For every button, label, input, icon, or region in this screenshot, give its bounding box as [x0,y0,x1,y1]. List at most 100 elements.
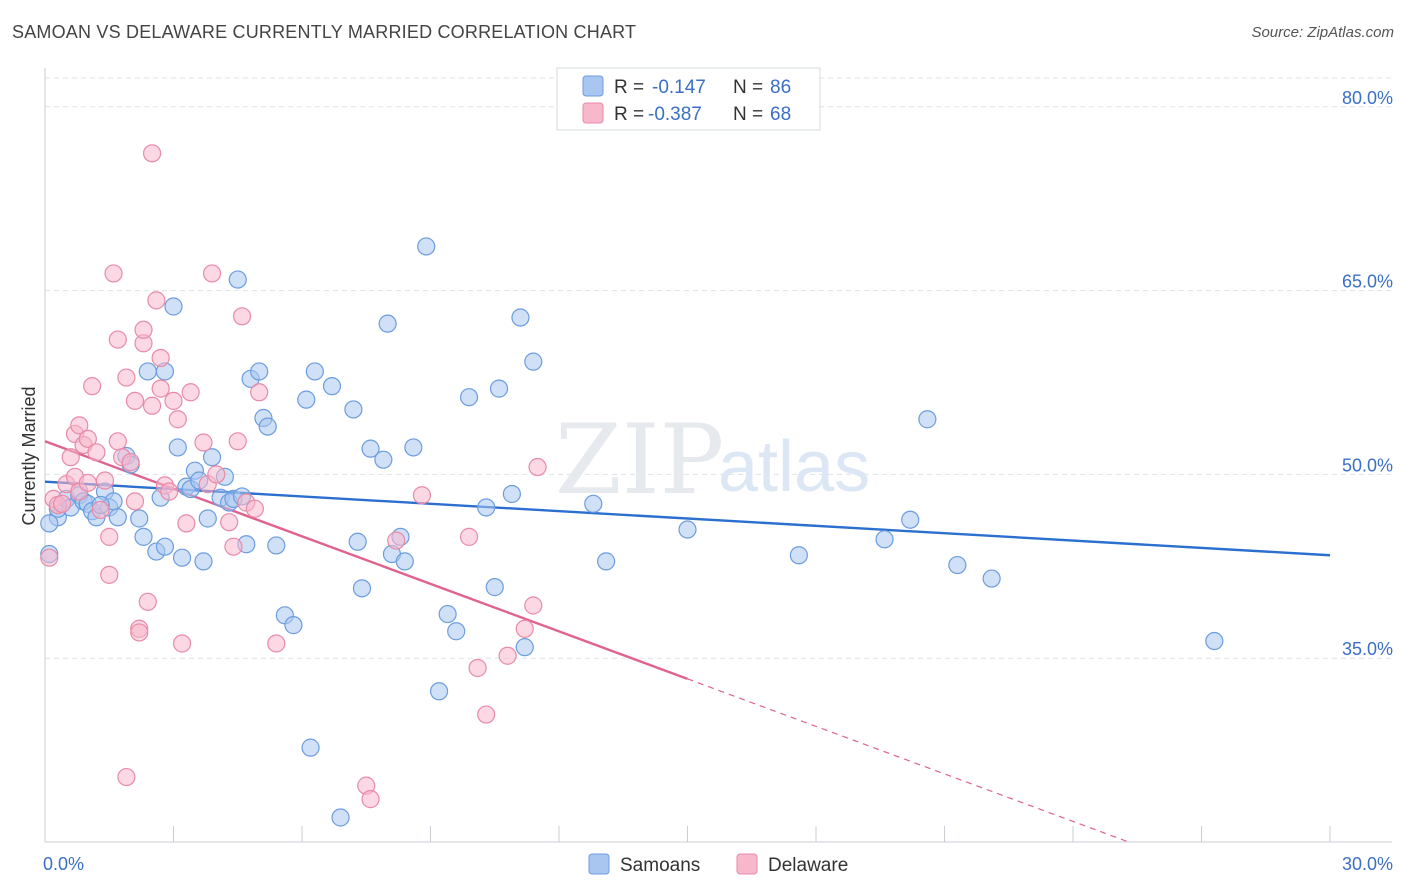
point-samoans-73 [524,352,543,371]
y-axis-label: Currently Married [19,386,39,525]
point-delaware-35 [147,291,166,310]
legend-r-value-samoans: -0.147 [652,77,706,98]
point-samoans-78 [875,530,894,549]
point-delaware-26 [125,492,145,511]
point-delaware-49 [220,513,239,532]
point-delaware-0 [40,548,59,567]
point-delaware-39 [160,482,179,501]
point-delaware-33 [142,396,162,415]
point-samoans-18 [138,362,157,381]
point-samoans-52 [344,400,363,419]
point-samoans-24 [168,438,187,457]
data-points [40,144,1224,827]
point-samoans-23 [164,297,183,316]
point-samoans-47 [297,390,316,409]
point-delaware-21 [108,330,127,349]
point-samoans-81 [948,555,967,575]
point-delaware-48 [207,465,226,484]
point-delaware-3 [53,494,72,513]
point-samoans-83 [1205,631,1224,651]
point-samoans-55 [361,439,380,458]
point-samoans-17 [134,527,153,546]
point-delaware-40 [164,391,183,410]
point-samoans-76 [678,520,697,539]
legend-r-label-samoans: R = [614,77,644,98]
point-delaware-47 [202,264,222,283]
point-samoans-30 [194,552,213,571]
point-delaware-59 [387,531,406,550]
y-tick-label-50: 50.0% [1342,455,1393,475]
point-delaware-16 [95,471,115,490]
point-delaware-60 [412,486,432,505]
point-delaware-24 [117,368,136,387]
point-delaware-29 [130,623,149,642]
point-delaware-12 [78,429,97,448]
point-samoans-61 [404,438,423,457]
point-delaware-13 [83,377,102,396]
trend-line-samoans [44,480,1331,557]
point-delaware-9 [70,416,89,435]
point-samoans-41 [250,362,269,381]
point-delaware-62 [468,658,487,678]
point-delaware-34 [142,144,162,163]
point-samoans-82 [982,569,1001,588]
point-samoans-62 [417,237,436,256]
point-samoans-70 [502,484,521,504]
point-delaware-52 [232,307,252,326]
chart-source: Source: ZipAtlas.com [1251,24,1394,41]
point-samoans-71 [511,308,530,327]
point-delaware-42 [172,634,192,653]
point-delaware-25 [121,453,140,472]
chart-title: SAMOAN VS DELAWARE CURRENTLY MARRIED COR… [12,22,637,42]
point-delaware-37 [151,379,170,398]
series-legend-swatch-samoans [588,853,610,875]
point-samoans-16 [130,509,149,528]
point-samoans-68 [485,578,504,597]
point-delaware-58 [361,790,380,809]
point-samoans-79 [901,510,920,529]
point-samoans-56 [374,450,393,469]
point-samoans-54 [352,579,372,598]
point-delaware-67 [528,457,547,477]
point-samoans-37 [228,270,247,289]
point-samoans-67 [477,498,496,517]
legend-n-value-samoans: 86 [770,77,791,98]
stats-legend: R = -0.147 N = 86 R = -0.387 N = 68 [556,67,821,131]
point-delaware-20 [108,432,127,451]
legend-n-label-samoans: N = [733,77,763,98]
point-samoans-69 [489,379,509,398]
point-delaware-66 [524,596,543,615]
point-samoans-74 [584,494,603,513]
point-samoans-75 [597,552,616,571]
point-samoans-21 [155,537,175,556]
y-tick-label-35: 35.0% [1342,639,1393,659]
point-delaware-54 [245,499,264,518]
point-samoans-84 [40,514,59,533]
y-tick-label-65: 65.0% [1342,272,1393,292]
point-samoans-51 [331,808,350,827]
point-samoans-64 [438,604,457,624]
point-delaware-17 [100,565,119,584]
point-delaware-41 [168,410,187,429]
point-samoans-53 [348,532,367,551]
point-samoans-63 [429,682,449,701]
point-delaware-5 [61,448,80,467]
point-samoans-48 [301,738,320,757]
point-delaware-63 [477,705,496,724]
point-delaware-51 [228,432,247,451]
point-delaware-55 [250,383,269,402]
legend-n-label-delaware: N = [733,104,763,125]
point-samoans-72 [515,638,534,657]
watermark-atlas: atlas [718,427,870,507]
point-delaware-31 [134,320,153,339]
x-tick-label-max: 30.0% [1342,854,1393,874]
point-samoans-57 [378,314,397,333]
trend-line-extension-delaware [687,678,1129,843]
point-samoans-31 [198,509,217,528]
point-samoans-66 [459,388,479,407]
point-samoans-50 [322,377,342,396]
grid-lines [45,77,1392,659]
point-delaware-44 [181,383,200,402]
point-samoans-77 [789,546,808,565]
